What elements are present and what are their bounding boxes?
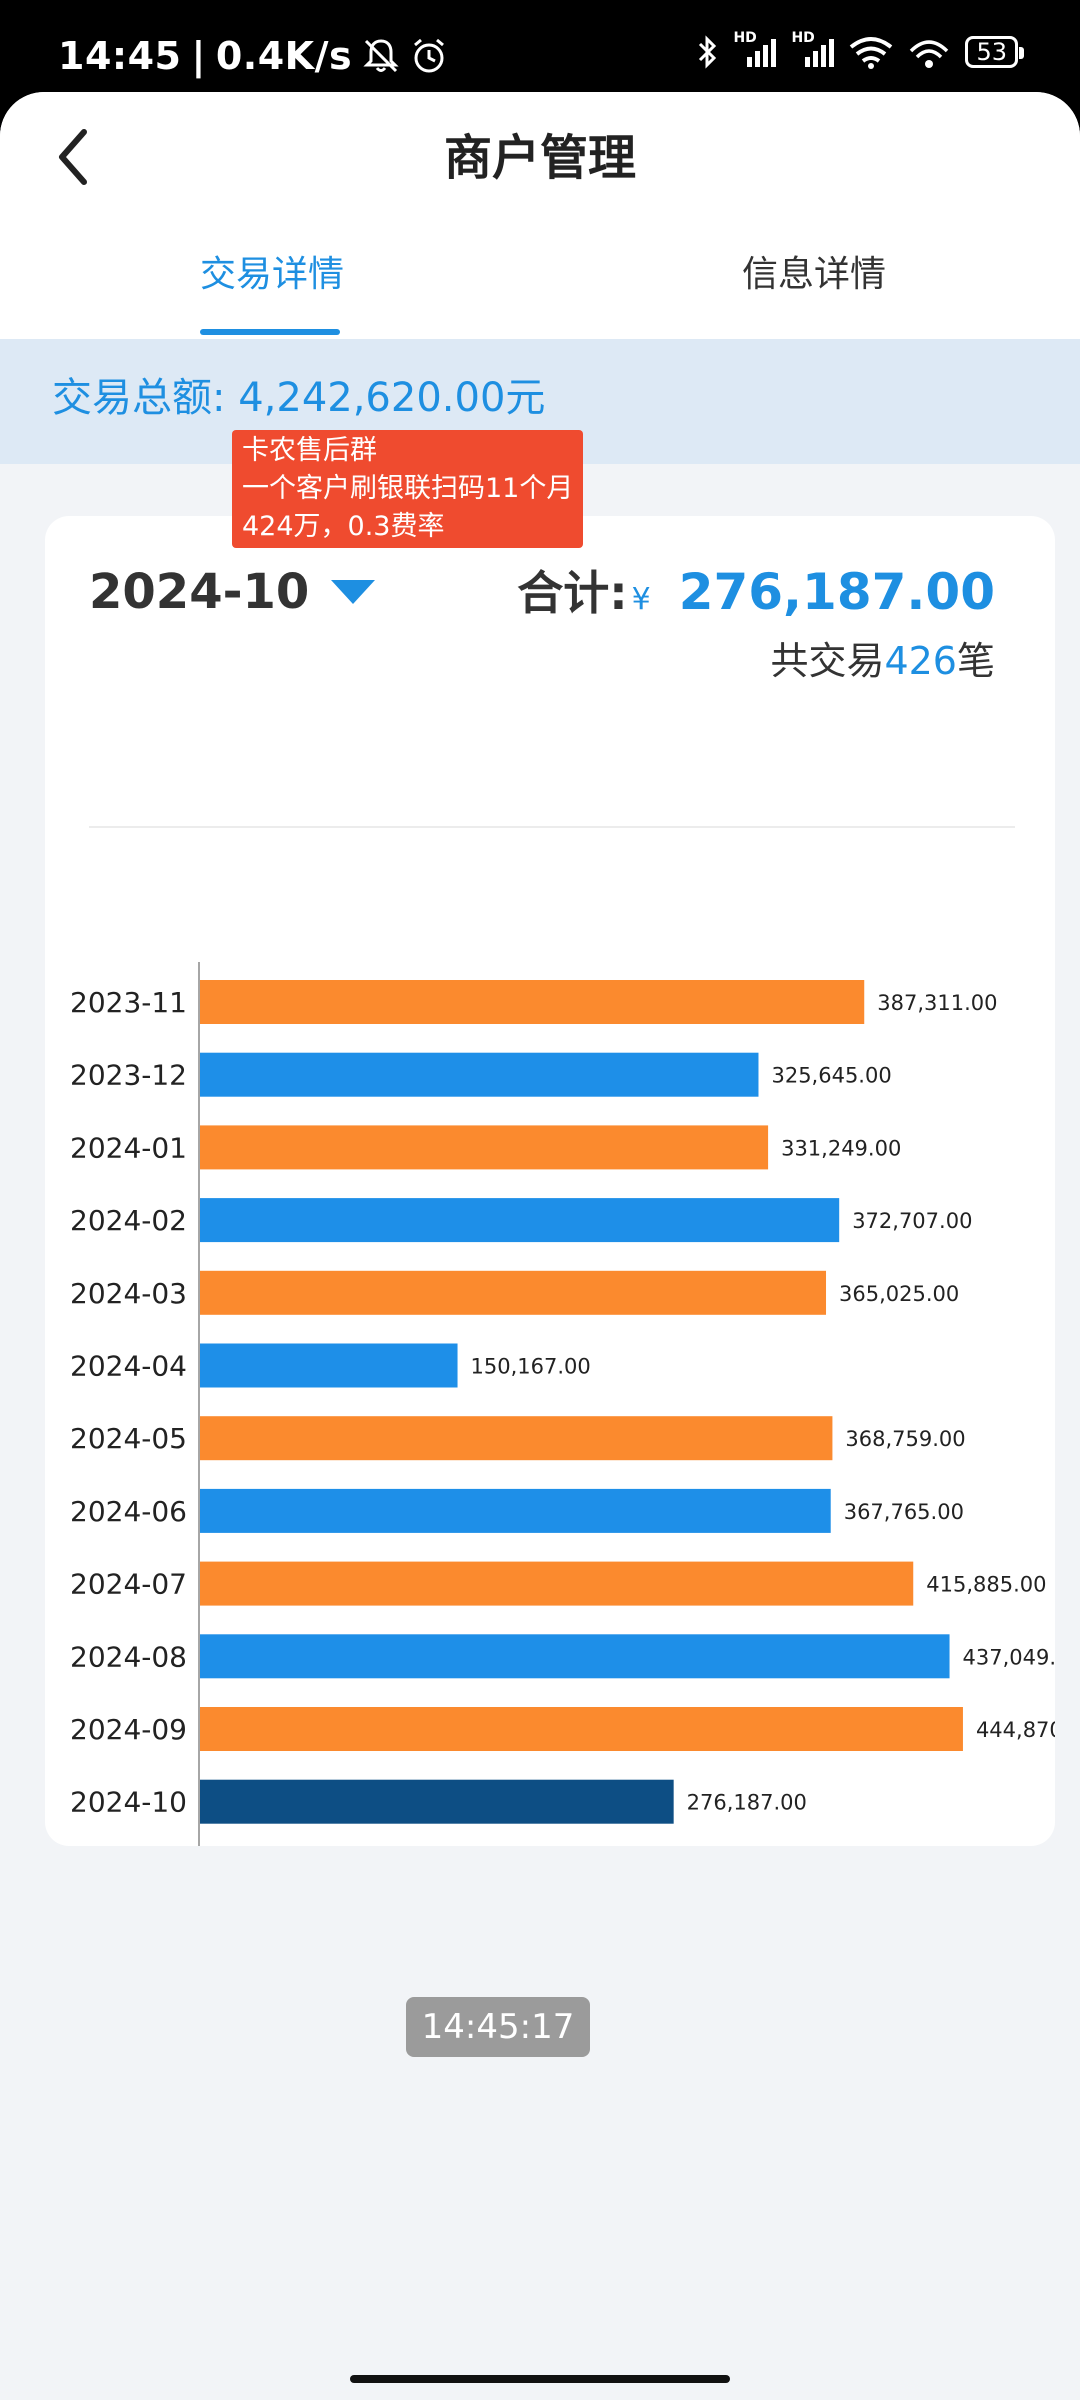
page-title: 商户管理 <box>443 130 636 186</box>
bar-2024-07[interactable] <box>200 1561 914 1606</box>
monthly-card: 2024-10 合计: ¥ 276,187.00 共交易426笔 2023-11… <box>45 516 1055 1846</box>
transaction-count: 共交易426笔 <box>770 634 995 688</box>
category-label: 2024-08 <box>70 1640 187 1673</box>
timestamp-pill: 14:45:17 <box>406 1997 590 2057</box>
bar-2024-09[interactable] <box>200 1707 963 1751</box>
value-label: 325,645.00 <box>771 1064 891 1088</box>
month-selector[interactable]: 2024-10 <box>89 560 376 624</box>
divider <box>89 826 1015 828</box>
tab-transaction-details[interactable]: 交易详情 <box>200 254 345 295</box>
annotation-line-2: 一个客户刷银联扫码11个月 <box>242 473 574 504</box>
category-label: 2024-04 <box>70 1350 187 1383</box>
bar-2024-02[interactable] <box>200 1198 840 1243</box>
signal-1: HD <box>733 31 777 69</box>
bar-2023-12[interactable] <box>200 1052 759 1097</box>
cellular-signal-icon <box>747 39 777 67</box>
category-label: 2024-05 <box>70 1422 187 1455</box>
bar-2024-10[interactable] <box>200 1779 674 1824</box>
selected-month: 2024-10 <box>89 564 310 620</box>
hd-label-1: HD <box>733 30 757 46</box>
bar-2024-04[interactable] <box>200 1343 458 1388</box>
bar-2024-05[interactable] <box>200 1416 833 1461</box>
count-prefix: 共交易 <box>770 639 885 683</box>
value-label: 365,025.00 <box>839 1282 959 1306</box>
status-right: HD HD <box>697 31 1024 70</box>
signal-2: HD <box>791 31 835 69</box>
category-label: 2024-09 <box>70 1713 187 1746</box>
bar-2024-06[interactable] <box>200 1488 831 1533</box>
category-label: 2024-10 <box>70 1786 187 1819</box>
tab-info-details[interactable]: 信息详情 <box>742 254 887 295</box>
hotspot-icon <box>910 40 949 68</box>
total-amount: 交易总额: 4,242,620.00元 <box>52 370 545 426</box>
monthly-bar-chart: 2023-11 387,311.00 2023-12 325,645.00 2024-0… <box>70 962 1055 1846</box>
category-label: 2024-01 <box>70 1131 187 1164</box>
category-label: 2024-02 <box>70 1204 187 1237</box>
category-label: 2023-12 <box>70 1059 187 1092</box>
category-label: 2024-06 <box>70 1495 187 1528</box>
app-screen: 商户管理 交易详情 信息详情 交易总额: 4,242,620.00元 2024-… <box>0 92 1080 2400</box>
currency-symbol: ¥ <box>631 582 651 617</box>
sum-value: 276,187.00 <box>678 563 995 621</box>
value-label: 276,187.00 <box>687 1791 807 1815</box>
bar-2024-03[interactable] <box>200 1270 827 1315</box>
sum-label: 合计: <box>517 566 628 620</box>
value-label: 444,870 <box>976 1718 1055 1742</box>
total-label: 交易总额: <box>52 375 226 421</box>
battery-indicator: 53 <box>965 36 1024 68</box>
value-label: 387,311.00 <box>877 991 997 1015</box>
bar-2024-01[interactable] <box>200 1125 769 1170</box>
annotation-line-3: 424万，0.3费率 <box>242 511 445 542</box>
value-label: 331,249.00 <box>781 1136 901 1160</box>
tab-active-indicator <box>200 329 340 335</box>
status-bar: 14:45 | 0.4K/s HD HD <box>0 0 1080 100</box>
hd-label-2: HD <box>791 30 815 46</box>
cellular-signal-icon-2 <box>805 39 835 67</box>
status-net-speed: 0.4K/s <box>215 34 353 78</box>
category-label: 2024-03 <box>70 1277 187 1310</box>
value-label: 415,885.00 <box>926 1573 1046 1597</box>
total-value: 4,242,620.00元 <box>238 375 546 421</box>
status-time: 14:45 <box>58 34 182 78</box>
value-label: 367,765.00 <box>844 1500 964 1524</box>
value-label: 372,707.00 <box>852 1209 972 1233</box>
status-separator: | <box>191 34 206 78</box>
alarm-icon <box>414 38 445 73</box>
bell-muted-icon <box>363 39 399 73</box>
bluetooth-icon <box>699 35 717 69</box>
bar-2024-08[interactable] <box>200 1634 950 1679</box>
category-label: 2023-11 <box>70 986 187 1019</box>
value-label: 368,759.00 <box>845 1427 965 1451</box>
header: 商户管理 交易详情 信息详情 <box>0 92 1080 339</box>
category-label: 2024-07 <box>70 1568 187 1601</box>
annotation-note: 卡农售后群 一个客户刷银联扫码11个月 424万，0.3费率 <box>232 430 584 548</box>
back-arrow-icon[interactable] <box>48 122 108 192</box>
dropdown-triangle-icon <box>331 580 376 604</box>
value-label: 437,049.88 <box>963 1645 1055 1669</box>
value-label: 150,167.00 <box>471 1355 591 1379</box>
count-suffix: 笔 <box>956 639 995 683</box>
annotation-line-1: 卡农售后群 <box>242 435 377 466</box>
bar-2023-11[interactable] <box>200 980 865 1024</box>
status-left: 14:45 | 0.4K/s <box>58 34 448 78</box>
home-indicator[interactable] <box>350 2375 730 2383</box>
wifi-icon <box>850 37 893 69</box>
count-value: 426 <box>884 639 957 683</box>
sum-row: 合计: ¥ 276,187.00 <box>517 560 995 632</box>
